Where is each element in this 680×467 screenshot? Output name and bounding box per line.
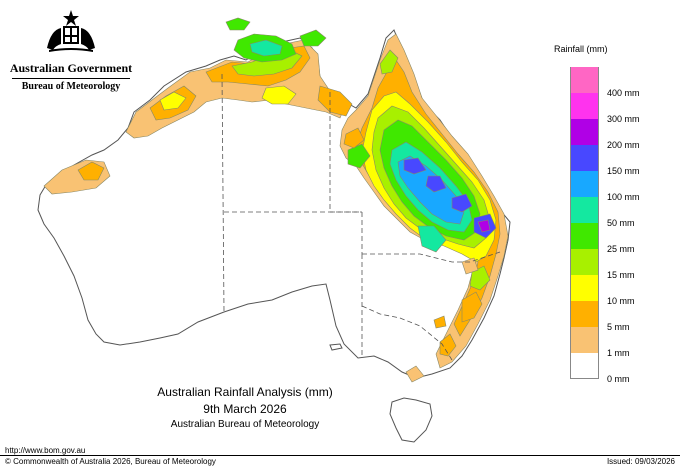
nsw-vic-border — [361, 305, 453, 361]
legend-label: 25 mm — [607, 244, 635, 254]
coat-of-arms-icon — [47, 10, 95, 52]
legend-label: 50 mm — [607, 218, 635, 228]
legend-label: 100 mm — [607, 192, 640, 202]
legend-label: 5 mm — [607, 322, 630, 332]
government-name: Australian Government — [9, 61, 133, 75]
legend-label: 400 mm — [607, 88, 640, 98]
header-divider — [12, 78, 130, 79]
legend-label: 200 mm — [607, 140, 640, 150]
legend-swatch — [570, 249, 599, 275]
map-title-block: Australian Rainfall Analysis (mm) 9th Ma… — [130, 385, 360, 430]
legend-swatch — [570, 119, 599, 145]
bureau-name: Bureau of Meteorology — [21, 81, 121, 92]
tasmania-outline — [389, 397, 433, 443]
legend-swatch — [570, 327, 599, 353]
legend-swatch — [570, 93, 599, 119]
legend-swatch — [570, 275, 599, 301]
legend-swatch — [570, 67, 599, 93]
legend-label: 150 mm — [607, 166, 640, 176]
legend-swatch — [570, 197, 599, 223]
copyright-text: © Commonwealth of Australia 2026, Bureau… — [5, 457, 216, 466]
legend-swatch — [570, 353, 599, 379]
legend-label: 15 mm — [607, 270, 635, 280]
legend-label: 10 mm — [607, 296, 635, 306]
legend-swatch — [570, 301, 599, 327]
legend-swatch — [570, 223, 599, 249]
legend-swatch — [570, 171, 599, 197]
state-borders — [221, 73, 501, 361]
government-logo-block: Australian Government Bureau of Meteorol… — [8, 8, 134, 92]
legend-label: 300 mm — [607, 114, 640, 124]
map-source: Australian Bureau of Meteorology — [170, 419, 320, 430]
legend-swatch — [570, 145, 599, 171]
kangaroo-island — [329, 343, 343, 351]
issued-date: Issued: 09/03/2026 — [606, 457, 675, 466]
rainfall-shading — [43, 17, 509, 383]
footer-divider — [0, 455, 680, 456]
sa-qld-border — [330, 211, 363, 254]
qld-nsw-border — [362, 251, 501, 263]
map-date: 9th March 2026 — [203, 402, 287, 416]
map-title: Australian Rainfall Analysis (mm) — [157, 385, 333, 399]
bom-url-link[interactable]: http://www.bom.gov.au — [5, 446, 86, 455]
legend-label: 1 mm — [607, 348, 630, 358]
legend-title: Rainfall (mm) — [554, 44, 608, 54]
legend-label: 0 mm — [607, 374, 630, 384]
